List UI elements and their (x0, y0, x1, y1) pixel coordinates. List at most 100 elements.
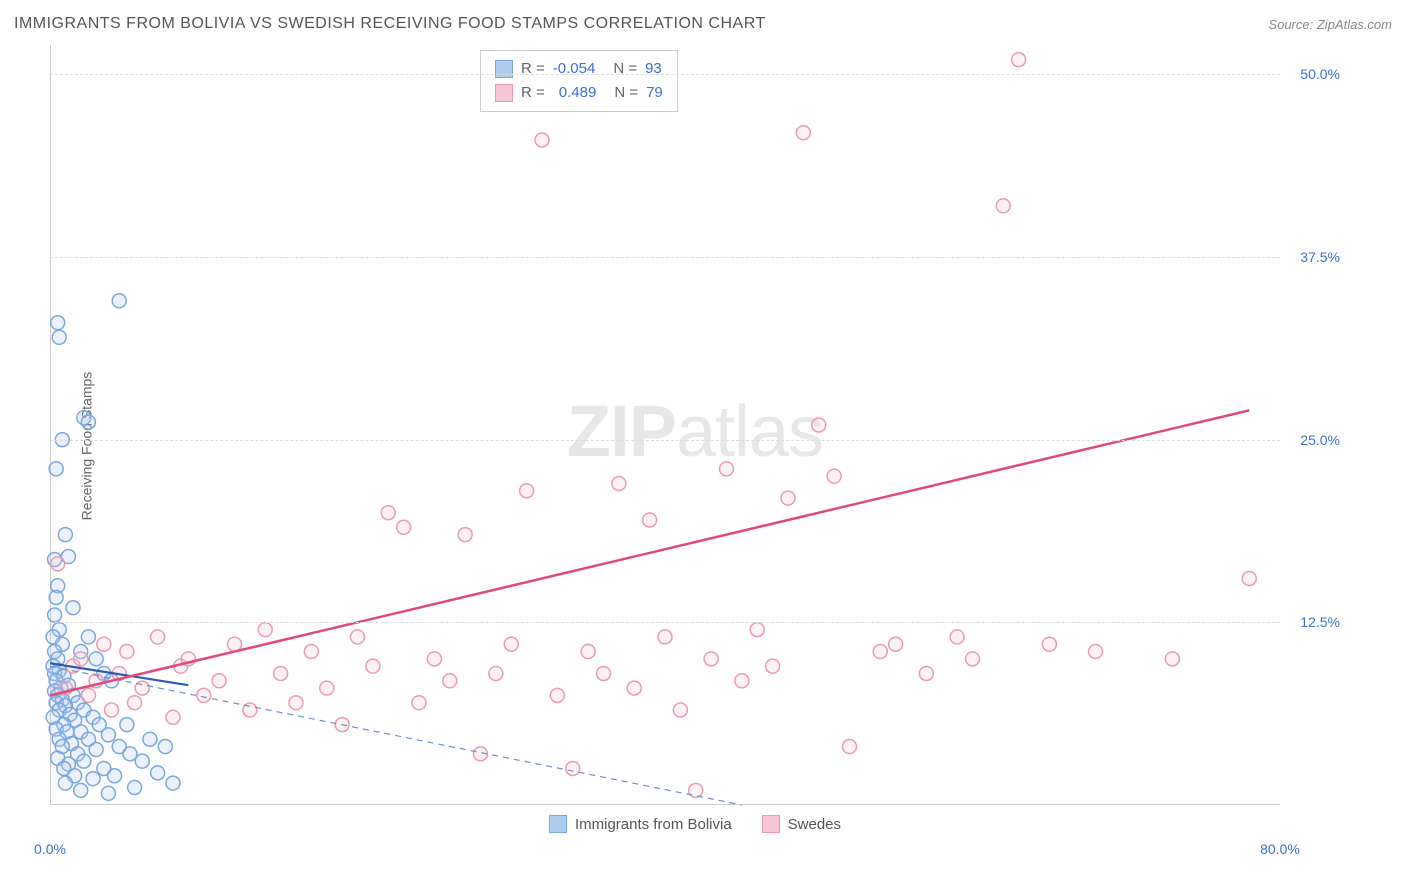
grid-line (50, 622, 1280, 623)
scatter-point (581, 645, 595, 659)
source-label: Source: (1268, 17, 1313, 32)
scatter-point (566, 761, 580, 775)
scatter-point (889, 637, 903, 651)
scatter-point (101, 786, 115, 800)
scatter-point (51, 316, 65, 330)
legend-swatch-0 (495, 60, 513, 78)
bottom-legend-item-1: Swedes (762, 815, 841, 833)
scatter-point (643, 513, 657, 527)
scatter-point (86, 772, 100, 786)
legend-n-val-0: 93 (645, 57, 662, 81)
scatter-point (120, 718, 134, 732)
scatter-point (212, 674, 226, 688)
bottom-legend-label-1: Swedes (788, 816, 841, 833)
scatter-point (627, 681, 641, 695)
regression-line (50, 410, 1249, 695)
legend-r-val-0: -0.054 (553, 57, 596, 81)
scatter-point (397, 520, 411, 534)
legend-r-label-0: R = (521, 57, 545, 81)
scatter-point (151, 766, 165, 780)
scatter-point (105, 703, 119, 717)
chart-title: IMMIGRANTS FROM BOLIVIA VS SWEDISH RECEI… (14, 15, 766, 33)
scatter-point (1242, 571, 1256, 585)
scatter-point (81, 688, 95, 702)
scatter-point (720, 462, 734, 476)
scatter-point (658, 630, 672, 644)
legend-n-val-1: 79 (646, 81, 663, 105)
scatter-point (128, 696, 142, 710)
scatter-point (1012, 53, 1026, 67)
scatter-point (89, 742, 103, 756)
y-tick-label: 12.5% (1300, 614, 1340, 630)
scatter-point (1165, 652, 1179, 666)
bottom-legend: Immigrants from Bolivia Swedes (549, 815, 841, 833)
scatter-point (950, 630, 964, 644)
scatter-point (77, 754, 91, 768)
scatter-point (1042, 637, 1056, 651)
scatter-point (1089, 645, 1103, 659)
scatter-point (58, 528, 72, 542)
scatter-point (123, 747, 137, 761)
grid-line (50, 74, 1280, 75)
legend-n-label-0: N = (613, 57, 637, 81)
scatter-point (550, 688, 564, 702)
scatter-point (101, 728, 115, 742)
scatter-point (597, 666, 611, 680)
scatter-point (52, 330, 66, 344)
scatter-point (412, 696, 426, 710)
scatter-point (812, 418, 826, 432)
bottom-legend-item-0: Immigrants from Bolivia (549, 815, 732, 833)
scatter-point (120, 645, 134, 659)
legend-swatch-1 (495, 84, 513, 102)
scatter-point (673, 703, 687, 717)
scatter-point (143, 732, 157, 746)
scatter-point (304, 645, 318, 659)
scatter-point (97, 637, 111, 651)
scatter-point (381, 506, 395, 520)
scatter-point (827, 469, 841, 483)
source-name: ZipAtlas.com (1317, 17, 1392, 32)
scatter-point (996, 199, 1010, 213)
plot-area: ZIPatlas R = -0.054 N = 93 R = 0.489 N =… (50, 45, 1340, 835)
scatter-point (81, 415, 95, 429)
scatter-point (158, 740, 172, 754)
scatter-point (351, 630, 365, 644)
scatter-point (81, 630, 95, 644)
scatter-point (427, 652, 441, 666)
scatter-point (166, 776, 180, 790)
scatter-point (89, 652, 103, 666)
scatter-point (320, 681, 334, 695)
stats-legend-row-1: R = 0.489 N = 79 (495, 81, 663, 105)
stats-legend-box: R = -0.054 N = 93 R = 0.489 N = 79 (480, 50, 678, 112)
scatter-point (843, 740, 857, 754)
bottom-legend-swatch-1 (762, 815, 780, 833)
scatter-point (151, 630, 165, 644)
scatter-point (74, 652, 88, 666)
grid-line (50, 257, 1280, 258)
chart-header: IMMIGRANTS FROM BOLIVIA VS SWEDISH RECEI… (0, 0, 1406, 40)
scatter-point (51, 557, 65, 571)
scatter-point (48, 608, 62, 622)
scatter-point (49, 590, 63, 604)
scatter-point (504, 637, 518, 651)
x-tick-label: 0.0% (34, 841, 66, 857)
scatter-point (166, 710, 180, 724)
y-tick-label: 37.5% (1300, 249, 1340, 265)
bottom-legend-swatch-0 (549, 815, 567, 833)
scatter-point (781, 491, 795, 505)
stats-legend-row-0: R = -0.054 N = 93 (495, 57, 663, 81)
source-attribution: Source: ZipAtlas.com (1268, 17, 1392, 32)
scatter-point (919, 666, 933, 680)
scatter-point (289, 696, 303, 710)
scatter-point (112, 294, 126, 308)
scatter-point (58, 776, 72, 790)
scatter-point (66, 601, 80, 615)
scatter-point (612, 476, 626, 490)
scatter-point (128, 780, 142, 794)
y-tick-label: 50.0% (1300, 66, 1340, 82)
scatter-point (197, 688, 211, 702)
scatter-point (49, 462, 63, 476)
scatter-point (258, 623, 272, 637)
scatter-point (108, 769, 122, 783)
scatter-point (735, 674, 749, 688)
